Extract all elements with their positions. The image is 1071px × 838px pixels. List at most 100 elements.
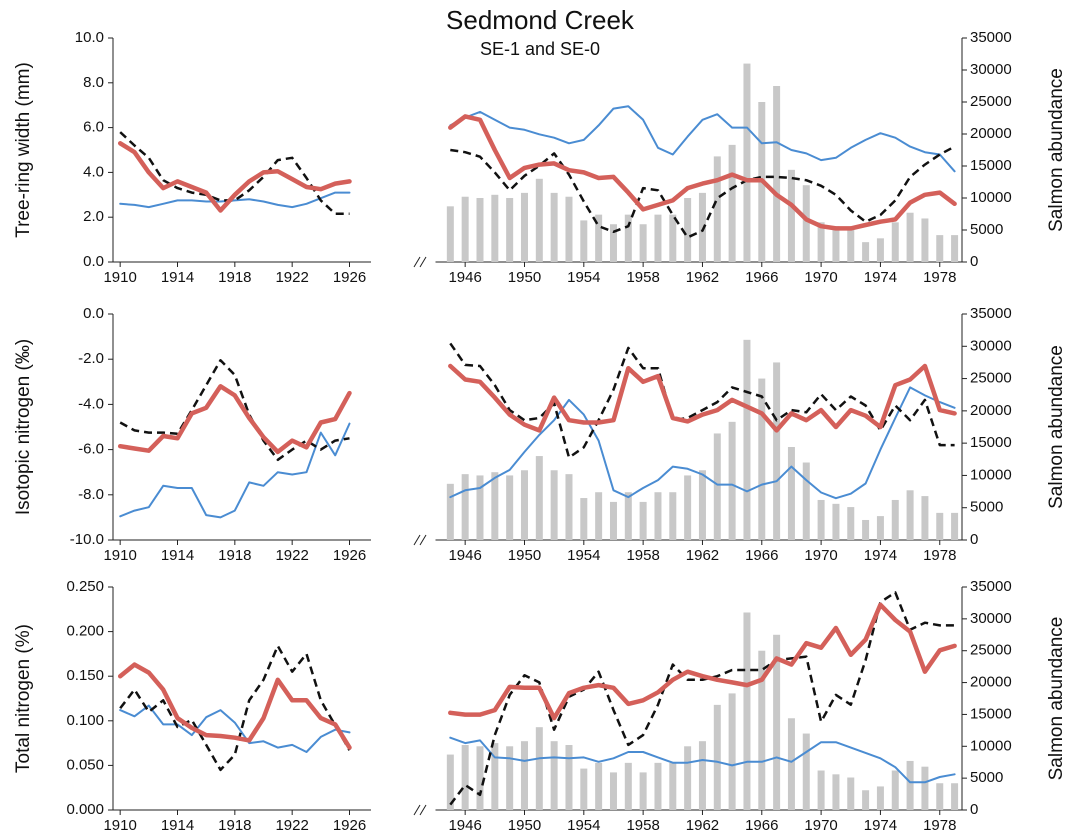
bar <box>476 475 484 540</box>
bar <box>817 499 825 540</box>
bar <box>550 470 558 540</box>
bar <box>876 238 884 262</box>
bar <box>446 483 454 540</box>
bar <box>580 768 588 810</box>
x-tick-label: 1974 <box>864 269 897 286</box>
bar <box>580 220 588 262</box>
bar <box>654 492 662 540</box>
bar <box>669 762 677 810</box>
x-tick-label: 1962 <box>686 817 719 834</box>
bar <box>728 421 736 540</box>
series-line <box>119 131 350 216</box>
y-tick-label: 4.0 <box>83 163 104 180</box>
bar <box>595 762 603 810</box>
bar <box>832 503 840 540</box>
bar <box>446 206 454 262</box>
y2-tick-label: 25000 <box>970 370 1012 387</box>
x-tick-label: 1918 <box>218 547 251 564</box>
bar <box>847 229 855 262</box>
bar <box>609 224 617 262</box>
y-tick-label: 0.000 <box>66 801 104 818</box>
bar <box>817 222 825 262</box>
x-tick-label: 1962 <box>686 547 719 564</box>
y-tick-label: -2.0 <box>78 350 104 367</box>
bar <box>506 198 514 262</box>
x-tick-label: 1922 <box>275 817 308 834</box>
bar <box>669 492 677 540</box>
y2-tick-label: 0 <box>970 531 978 548</box>
y2-tick-label: 30000 <box>970 610 1012 627</box>
x-tick-label: 1914 <box>161 547 194 564</box>
bar <box>936 235 944 262</box>
bar <box>491 472 499 540</box>
x-tick-label: 1926 <box>333 547 366 564</box>
bar <box>773 362 781 540</box>
x-tick-label: 1978 <box>923 269 956 286</box>
chart-subtitle: SE-1 and SE-0 <box>480 39 600 59</box>
bar <box>639 224 647 262</box>
y-tick-label: 8.0 <box>83 74 104 91</box>
series-line <box>119 191 351 209</box>
series-line <box>117 141 352 213</box>
series-line <box>450 145 956 239</box>
bar <box>639 501 647 540</box>
bar <box>535 727 543 810</box>
series-line <box>449 342 955 459</box>
y-tick-label: 0.250 <box>66 578 104 595</box>
bar <box>951 235 959 262</box>
bar <box>787 447 795 540</box>
x-tick-label: 1918 <box>218 817 251 834</box>
x-tick-label: 1974 <box>864 817 897 834</box>
x-tick-label: 1962 <box>686 269 719 286</box>
x-tick-label: 1946 <box>448 817 481 834</box>
y2-tick-label: 30000 <box>970 61 1012 78</box>
x-tick-label: 1966 <box>745 547 778 564</box>
bar <box>906 760 914 810</box>
x-tick-label: 1926 <box>333 817 366 834</box>
y2-tick-label: 5000 <box>970 499 1003 516</box>
bar <box>936 783 944 810</box>
x-tick-label: 1910 <box>103 817 136 834</box>
y2-axis-label: Salmon abundance <box>1046 617 1067 781</box>
y2-tick-label: 25000 <box>970 642 1012 659</box>
bar <box>491 743 499 810</box>
x-tick-label: 1926 <box>333 269 366 286</box>
bar <box>728 144 736 262</box>
bar <box>713 704 721 810</box>
bar <box>520 192 528 262</box>
y2-tick-label: 10000 <box>970 737 1012 754</box>
y-tick-label: 0.050 <box>66 756 104 773</box>
bar <box>713 433 721 540</box>
bar <box>535 178 543 262</box>
x-tick-label: 1958 <box>626 547 659 564</box>
bar <box>520 470 528 540</box>
y2-tick-label: 20000 <box>970 125 1012 142</box>
bar <box>713 156 721 262</box>
y2-tick-label: 35000 <box>970 29 1012 46</box>
bar <box>698 192 706 262</box>
bar <box>565 474 573 540</box>
series-line <box>119 704 351 753</box>
series-line <box>117 662 352 750</box>
y-tick-label: 0.0 <box>83 305 104 322</box>
x-tick-label: 1978 <box>923 547 956 564</box>
y-tick-label: 0.0 <box>83 253 104 270</box>
bar <box>773 634 781 810</box>
series-line <box>119 644 351 772</box>
y2-tick-label: 15000 <box>970 705 1012 722</box>
x-tick-label: 1978 <box>923 817 956 834</box>
bar <box>684 475 692 540</box>
bar <box>951 512 959 540</box>
bar <box>639 772 647 810</box>
bar <box>847 507 855 540</box>
x-tick-label: 1946 <box>448 269 481 286</box>
y-tick-label: 2.0 <box>83 208 104 225</box>
y2-tick-label: 5000 <box>970 221 1003 238</box>
bar <box>802 462 810 540</box>
y-axis-label: Tree-ring width (mm) <box>13 62 34 238</box>
bar <box>461 196 469 262</box>
x-tick-label: 1922 <box>275 547 308 564</box>
bar <box>862 790 870 810</box>
series-line <box>448 363 957 433</box>
